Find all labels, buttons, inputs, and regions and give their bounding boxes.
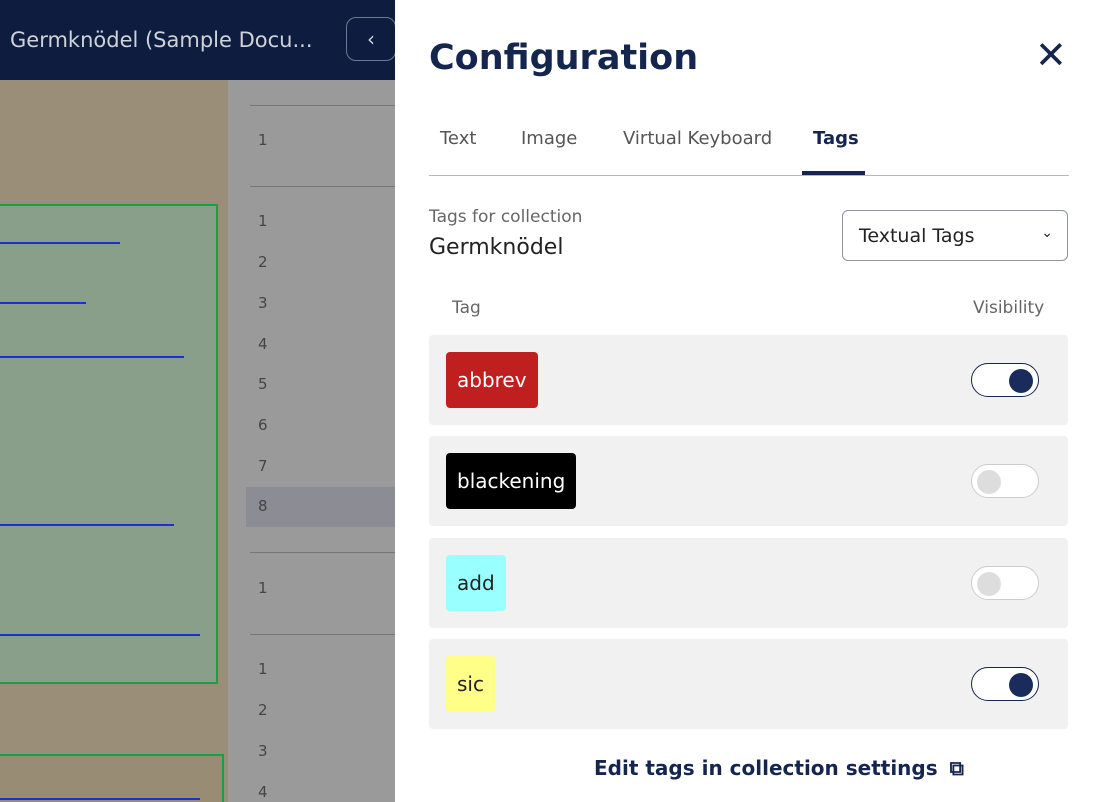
config-tabs: Text Image Virtual Keyboard Tags <box>429 118 1069 176</box>
line-number[interactable]: 2 <box>258 701 268 719</box>
tag-chip: abbrev <box>446 352 538 408</box>
line-list: 1 1 2 3 4 5 6 7 8 1 1 2 3 4 <box>228 80 400 802</box>
toggle-knob <box>1009 369 1033 393</box>
selected-line-highlight <box>246 487 400 527</box>
line-number[interactable]: 4 <box>258 783 268 801</box>
document-image[interactable] <box>0 80 228 802</box>
line-group-divider <box>250 634 400 635</box>
collection-name: Germknödel <box>429 235 564 260</box>
visibility-toggle[interactable] <box>971 667 1039 701</box>
line-number[interactable]: 3 <box>258 742 268 760</box>
visibility-column-header: Visibility <box>973 298 1045 318</box>
tag-type-select[interactable]: Textual Tags ⌄ <box>842 210 1068 261</box>
visibility-toggle[interactable] <box>971 566 1039 600</box>
tab-text[interactable]: Text <box>440 128 477 149</box>
line-group-divider <box>250 552 400 553</box>
tab-virtual-keyboard[interactable]: Virtual Keyboard <box>623 128 773 149</box>
line-number[interactable]: 1 <box>258 660 268 678</box>
line-number[interactable]: 2 <box>258 253 268 271</box>
chevron-down-icon: ⌄ <box>1041 225 1053 241</box>
line-number[interactable]: 5 <box>258 375 268 393</box>
line-number[interactable]: 4 <box>258 335 268 353</box>
tag-chip: add <box>446 555 506 611</box>
external-link-icon: ⧉ <box>949 756 964 780</box>
tag-row: sic <box>429 639 1068 729</box>
collection-label: Tags for collection <box>429 207 583 227</box>
line-number[interactable]: 1 <box>258 131 268 149</box>
chevron-left-icon: ‹ <box>367 27 375 51</box>
tab-image[interactable]: Image <box>521 128 578 149</box>
close-icon[interactable]: ✕ <box>1035 33 1067 77</box>
line-group-divider <box>250 105 400 106</box>
line-number[interactable]: 8 <box>258 497 268 515</box>
back-button[interactable]: ‹ <box>346 17 396 61</box>
tab-tags[interactable]: Tags <box>813 128 859 149</box>
tag-type-value: Textual Tags <box>859 225 975 247</box>
toggle-knob <box>1009 673 1033 697</box>
tag-chip: blackening <box>446 453 577 509</box>
edit-tags-link[interactable]: Edit tags in collection settings ⧉ <box>594 756 964 780</box>
active-tab-indicator <box>802 171 865 175</box>
text-region[interactable] <box>0 754 224 802</box>
edit-tags-link-label: Edit tags in collection settings <box>594 756 938 780</box>
tag-column-header: Tag <box>452 298 481 318</box>
line-number[interactable]: 7 <box>258 457 268 475</box>
tag-row: add <box>429 538 1068 628</box>
tag-row: abbrev <box>429 335 1068 425</box>
panel-title: Configuration <box>429 38 699 78</box>
toggle-knob <box>977 572 1001 596</box>
line-number[interactable]: 6 <box>258 416 268 434</box>
line-number[interactable]: 1 <box>258 212 268 230</box>
document-title: Germknödel (Sample Docu... <box>10 28 313 52</box>
tag-chip: sic <box>446 656 495 712</box>
visibility-toggle[interactable] <box>971 464 1039 498</box>
line-number[interactable]: 1 <box>258 579 268 597</box>
text-region[interactable] <box>0 204 218 684</box>
visibility-toggle[interactable] <box>971 363 1039 397</box>
line-group-divider <box>250 186 400 187</box>
line-number[interactable]: 3 <box>258 294 268 312</box>
tag-row: blackening <box>429 436 1068 526</box>
toggle-knob <box>977 470 1001 494</box>
configuration-panel: Configuration ✕ Text Image Virtual Keybo… <box>395 0 1100 802</box>
